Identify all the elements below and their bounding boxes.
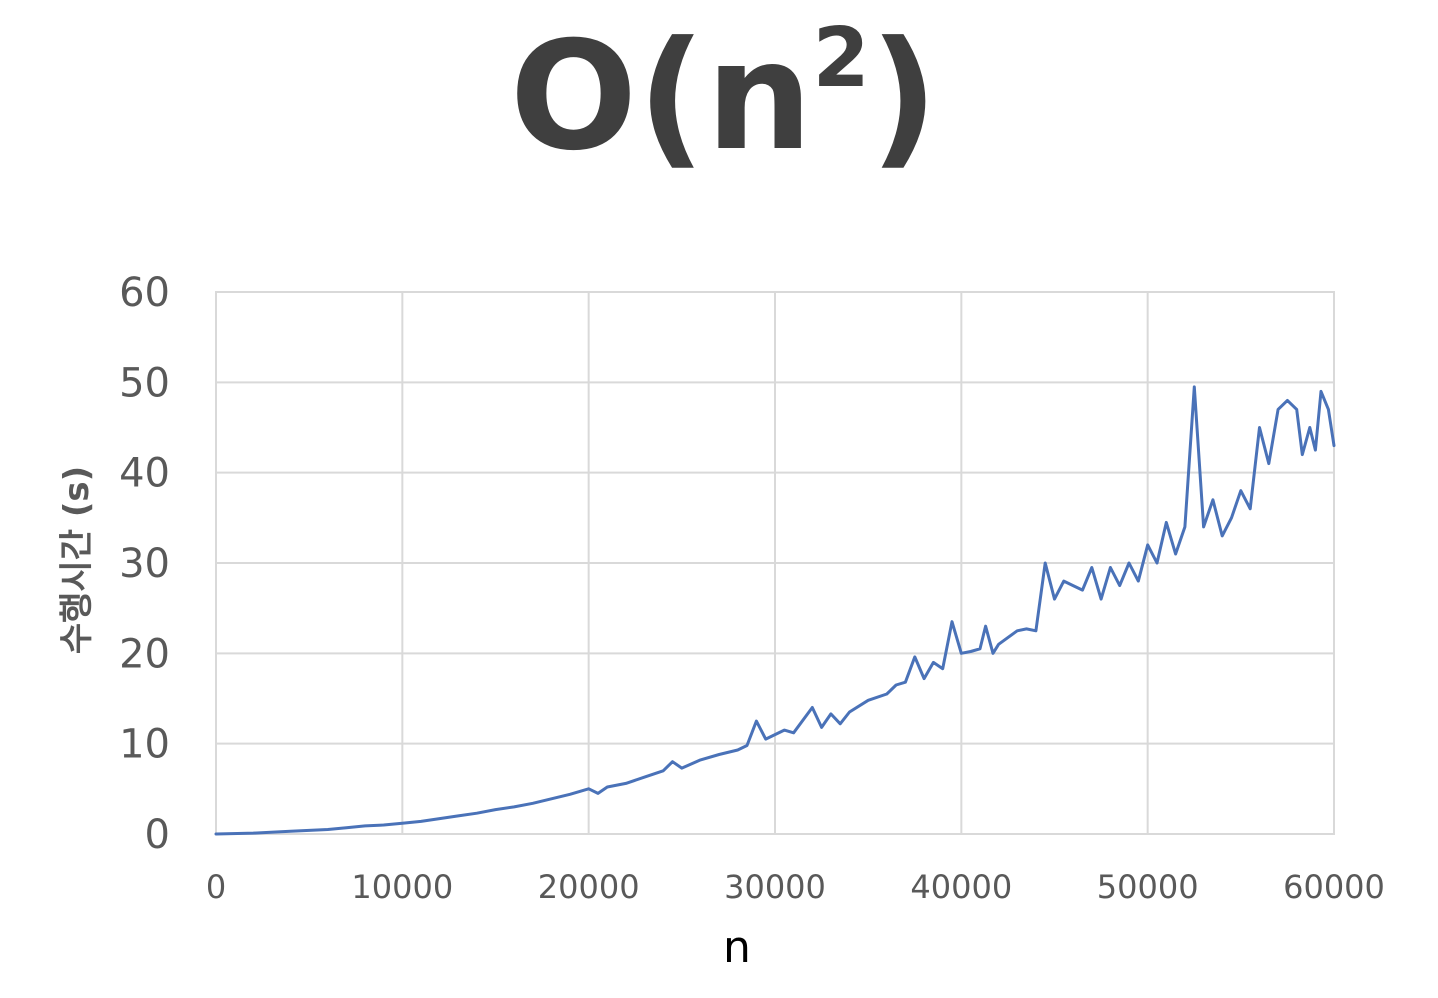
y-tick-label-0: 0 [145, 812, 170, 858]
y-tick-label-3: 30 [119, 541, 170, 587]
title-superscript: 2 [813, 11, 870, 106]
x-axis-label: n [723, 922, 751, 973]
chart-title: O(n2) [510, 10, 938, 184]
y-tick-label-5: 50 [119, 360, 170, 406]
title-base: O(n [510, 10, 813, 184]
x-tick-labels: 0 10000 20000 30000 40000 50000 60000 [206, 868, 1385, 906]
y-tick-label-4: 40 [119, 451, 170, 497]
grid-horizontal-lines [216, 291, 1334, 835]
y-axis-label: 수행시간 (s) [57, 466, 97, 654]
x-tick-label-0: 0 [206, 868, 226, 906]
x-tick-label-1: 10000 [351, 868, 453, 906]
y-tick-label-1: 10 [119, 722, 170, 768]
x-tick-label-6: 60000 [1283, 868, 1385, 906]
x-tick-label-2: 20000 [538, 868, 640, 906]
title-close: ) [870, 10, 939, 184]
y-tick-labels: 0 10 20 30 40 50 60 [119, 270, 170, 858]
x-tick-label-3: 30000 [724, 868, 826, 906]
y-tick-label-6: 60 [119, 270, 170, 316]
plot-area [214, 291, 1336, 836]
y-tick-label-2: 20 [119, 631, 170, 677]
x-tick-label-4: 40000 [910, 868, 1012, 906]
series-line [214, 385, 1336, 836]
x-tick-label-5: 50000 [1097, 868, 1199, 906]
